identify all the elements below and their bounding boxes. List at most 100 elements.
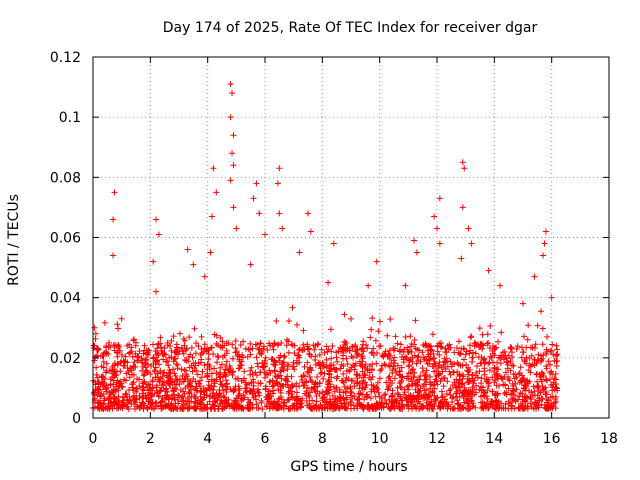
data-point <box>447 385 454 392</box>
data-point <box>374 350 381 357</box>
data-point <box>411 403 418 410</box>
data-point <box>291 366 298 373</box>
data-point <box>482 404 489 411</box>
data-point <box>285 349 292 356</box>
data-point <box>235 383 242 390</box>
data-point <box>165 362 172 369</box>
data-point <box>252 393 259 400</box>
data-point <box>505 398 512 405</box>
data-point <box>354 378 361 385</box>
data-point <box>405 375 412 382</box>
data-point <box>186 388 193 395</box>
data-point <box>476 368 483 375</box>
data-point <box>210 165 217 172</box>
data-point <box>275 372 282 379</box>
data-point <box>364 367 371 374</box>
data-point <box>151 367 158 374</box>
data-point <box>291 342 298 349</box>
data-point <box>471 343 478 350</box>
data-point <box>165 370 172 377</box>
data-point <box>95 346 102 353</box>
data-point <box>384 332 391 339</box>
data-point <box>217 334 224 341</box>
data-point <box>174 377 181 384</box>
data-point <box>367 334 374 341</box>
data-point <box>400 349 407 356</box>
data-point <box>359 378 366 385</box>
data-point <box>155 376 162 383</box>
data-point <box>387 363 394 370</box>
data-point <box>459 204 466 211</box>
data-point <box>179 378 186 385</box>
data-point <box>381 361 388 368</box>
data-point <box>152 348 159 355</box>
data-point <box>536 397 543 404</box>
data-point <box>157 402 164 409</box>
data-point <box>143 368 150 375</box>
data-point <box>232 398 239 405</box>
data-point <box>319 359 326 366</box>
data-point <box>301 373 308 380</box>
data-point <box>271 368 278 375</box>
data-point <box>266 379 273 386</box>
data-point <box>465 371 472 378</box>
data-point <box>360 405 367 412</box>
data-point <box>160 369 167 376</box>
data-point <box>326 396 333 403</box>
data-point <box>262 371 269 378</box>
data-point <box>480 356 487 363</box>
data-point <box>312 357 319 364</box>
data-point <box>284 381 291 388</box>
data-point <box>386 347 393 354</box>
data-point <box>250 195 257 202</box>
data-point <box>364 393 371 400</box>
data-point <box>213 340 220 347</box>
data-point <box>184 383 191 390</box>
data-point <box>518 379 525 386</box>
data-point <box>155 231 162 238</box>
data-point <box>110 377 117 384</box>
data-point <box>97 403 104 410</box>
y-tick-label: 0.08 <box>50 170 81 186</box>
data-point <box>424 360 431 367</box>
data-point <box>156 361 163 368</box>
data-point <box>447 344 454 351</box>
data-point <box>498 405 505 412</box>
data-point <box>158 384 165 391</box>
x-tick-label: 18 <box>600 431 618 447</box>
y-axis-label: ROTI / TECUs <box>6 194 22 286</box>
data-point <box>111 347 118 354</box>
data-point <box>376 375 383 382</box>
data-point <box>213 189 220 196</box>
data-point <box>100 364 107 371</box>
data-point <box>543 388 550 395</box>
data-point <box>177 386 184 393</box>
data-point <box>93 371 100 378</box>
data-point <box>301 363 308 370</box>
data-point <box>178 366 185 373</box>
data-point <box>441 375 448 382</box>
data-point <box>280 354 287 361</box>
data-point <box>293 389 300 396</box>
data-point <box>474 363 481 370</box>
data-point <box>437 343 444 350</box>
data-point <box>410 392 417 399</box>
data-point <box>185 358 192 365</box>
data-point <box>216 387 223 394</box>
data-point <box>119 384 126 391</box>
data-point <box>270 401 277 408</box>
data-point <box>211 365 218 372</box>
data-point <box>146 384 153 391</box>
data-point <box>435 371 442 378</box>
data-point <box>157 367 164 374</box>
data-point <box>303 392 310 399</box>
data-point <box>476 325 483 332</box>
data-point <box>136 382 143 389</box>
data-point <box>488 400 495 407</box>
data-point <box>198 333 205 340</box>
data-point <box>538 308 545 315</box>
data-point <box>453 344 460 351</box>
data-point <box>409 399 416 406</box>
data-point <box>376 343 383 350</box>
data-point <box>413 360 420 367</box>
